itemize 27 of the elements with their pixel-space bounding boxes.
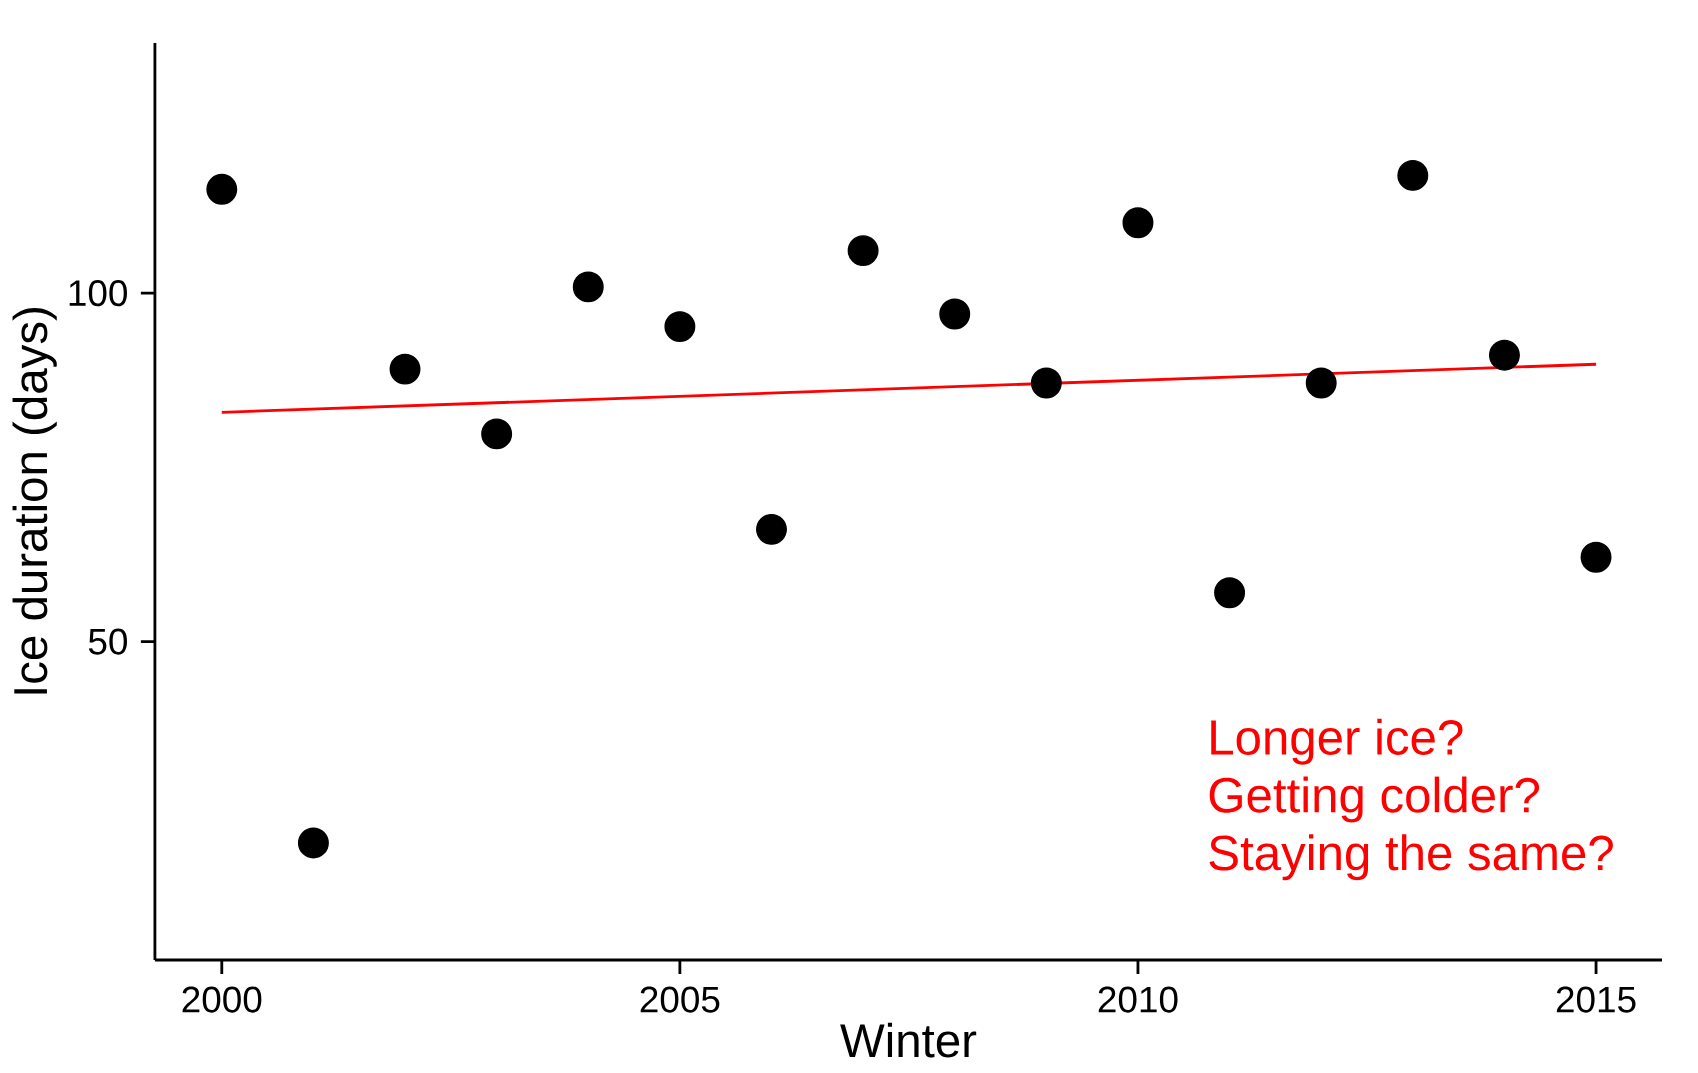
y-axis-title: Ice duration (days) <box>12 308 57 694</box>
annotation: Getting colder? <box>1209 776 1540 823</box>
point <box>1214 577 1246 609</box>
x-tick-label: 2010 <box>1098 986 1178 1013</box>
point <box>939 298 971 330</box>
point <box>1580 541 1612 573</box>
annotation: Staying the same? <box>1209 834 1613 881</box>
x-tick-label: 2005 <box>640 986 720 1013</box>
x-tick-label: 2000 <box>182 986 262 1013</box>
point <box>297 827 329 859</box>
point <box>572 271 604 303</box>
point <box>481 418 513 450</box>
x-tick-label: 2015 <box>1556 986 1636 1013</box>
y-tick-label: 100 <box>69 280 127 307</box>
point <box>1305 367 1337 399</box>
y-tick-label: 50 <box>88 628 127 655</box>
point <box>1030 367 1062 399</box>
point <box>1488 339 1520 371</box>
point <box>847 235 879 267</box>
point <box>664 311 696 343</box>
point <box>1122 207 1154 239</box>
point <box>1397 159 1429 191</box>
x-axis-title: Winter <box>840 1022 977 1058</box>
point <box>756 513 787 545</box>
point <box>206 173 238 205</box>
annotation: Longer ice? <box>1211 718 1463 765</box>
point <box>389 353 421 385</box>
